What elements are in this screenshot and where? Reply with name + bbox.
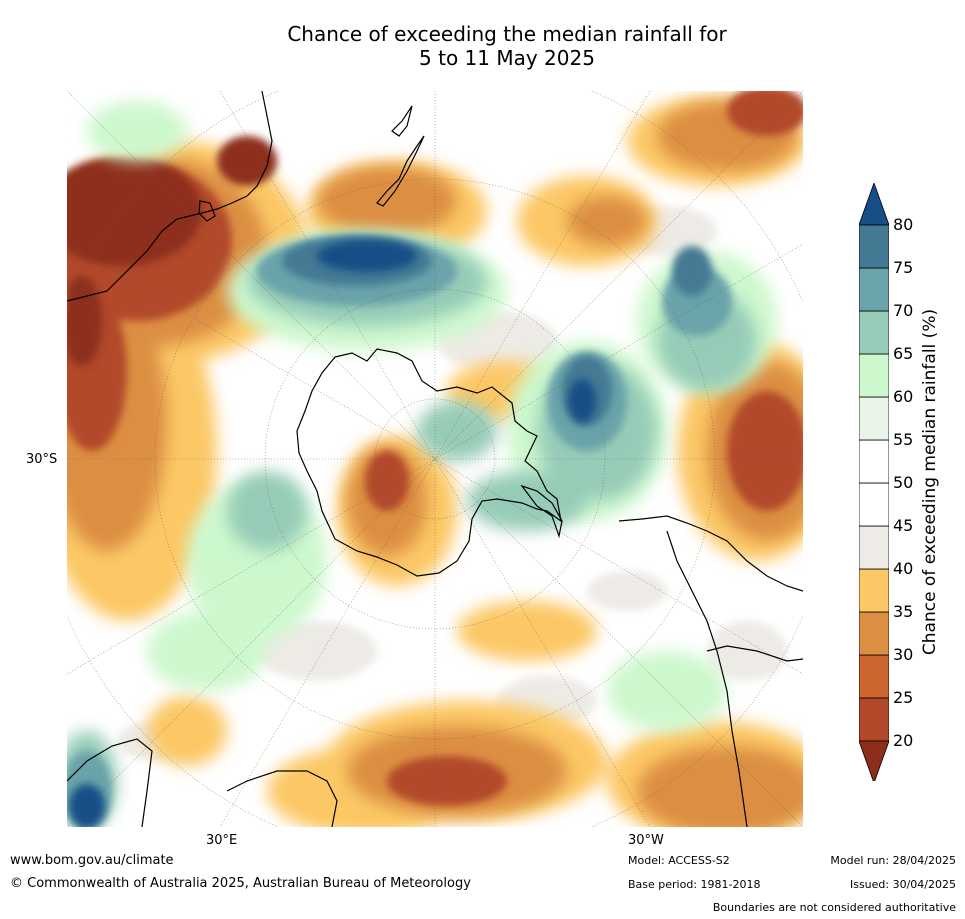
colorbar-segment <box>859 697 889 742</box>
colorbar-segment <box>859 439 889 484</box>
colorbar-tick-label: 45 <box>893 516 914 535</box>
map-title: Chance of exceeding the median rainfall … <box>0 22 965 70</box>
colorbar-extend-high <box>859 183 889 226</box>
antarctic-peninsula-coastline <box>520 484 563 539</box>
colorbar-segment <box>859 267 889 312</box>
colorbar-segment <box>859 310 889 355</box>
colorbar-segment <box>859 611 889 656</box>
footer-model: Model: ACCESS-S2 <box>628 854 730 867</box>
colorbar-segment <box>859 224 889 269</box>
footer-disclaimer: Boundaries are not considered authoritat… <box>712 901 956 914</box>
colorbar-segment <box>859 568 889 613</box>
graticule <box>67 91 803 827</box>
footer-base-period: Base period: 1981-2018 <box>628 878 761 891</box>
longitude-label-30e: 30°E <box>206 833 238 848</box>
title-line-1: Chance of exceeding the median rainfall … <box>287 22 727 46</box>
new-zealand-coastline <box>376 135 425 207</box>
colorbar-tick-label: 20 <box>893 731 914 750</box>
colorbar-segment <box>859 482 889 527</box>
latitude-label-30s: 30°S <box>26 452 58 467</box>
colorbar <box>859 183 889 781</box>
colorbar-tick-label: 55 <box>893 430 914 449</box>
africa-coastline <box>67 738 153 827</box>
colorbar-tick-label: 35 <box>893 602 914 621</box>
colorbar-tick-label: 65 <box>893 344 914 363</box>
colorbar-segment <box>859 654 889 699</box>
footer-model-run: Model run: 28/04/2025 <box>830 854 956 867</box>
title-line-2: 5 to 11 May 2025 <box>419 46 595 70</box>
footer-copyright: © Commonwealth of Australia 2025, Austra… <box>10 876 471 891</box>
colorbar-extend-low <box>859 740 889 781</box>
colorbar-tick-label: 80 <box>893 215 914 234</box>
australia-coastline <box>67 91 273 302</box>
wet-anomaly-extreme <box>69 240 596 827</box>
colorbar-segment <box>859 353 889 398</box>
new-zealand-north-coastline <box>391 105 413 137</box>
polar-rainfall-map <box>67 91 803 827</box>
footer-website: www.bom.gov.au/climate <box>10 853 174 868</box>
madagascar-coastline <box>226 770 338 827</box>
colorbar-tick-label: 70 <box>893 301 914 320</box>
tasmania-coastline <box>198 200 216 222</box>
colorbar-tick-label: 40 <box>893 559 914 578</box>
south-america-west-coastline <box>666 530 748 827</box>
south-america-east-coastline <box>706 645 803 662</box>
colorbar-tick-label: 25 <box>893 688 914 707</box>
south-america-coastline <box>618 515 803 592</box>
colorbar-segment <box>859 396 889 441</box>
colorbar-tick-label: 50 <box>893 473 914 492</box>
colorbar-title-text: Chance of exceeding median rainfall (%) <box>920 308 940 656</box>
dry-anomaly-extreme <box>67 136 277 366</box>
colorbar-tick-label: 30 <box>893 645 914 664</box>
colorbar-segment <box>859 525 889 570</box>
footer-issued: Issued: 30/04/2025 <box>849 878 956 891</box>
longitude-label-30w: 30°W <box>628 833 664 848</box>
coastlines <box>67 91 803 827</box>
antarctica-coastline <box>296 348 562 577</box>
colorbar-tick-label: 60 <box>893 387 914 406</box>
colorbar-tick-label: 75 <box>893 258 914 277</box>
